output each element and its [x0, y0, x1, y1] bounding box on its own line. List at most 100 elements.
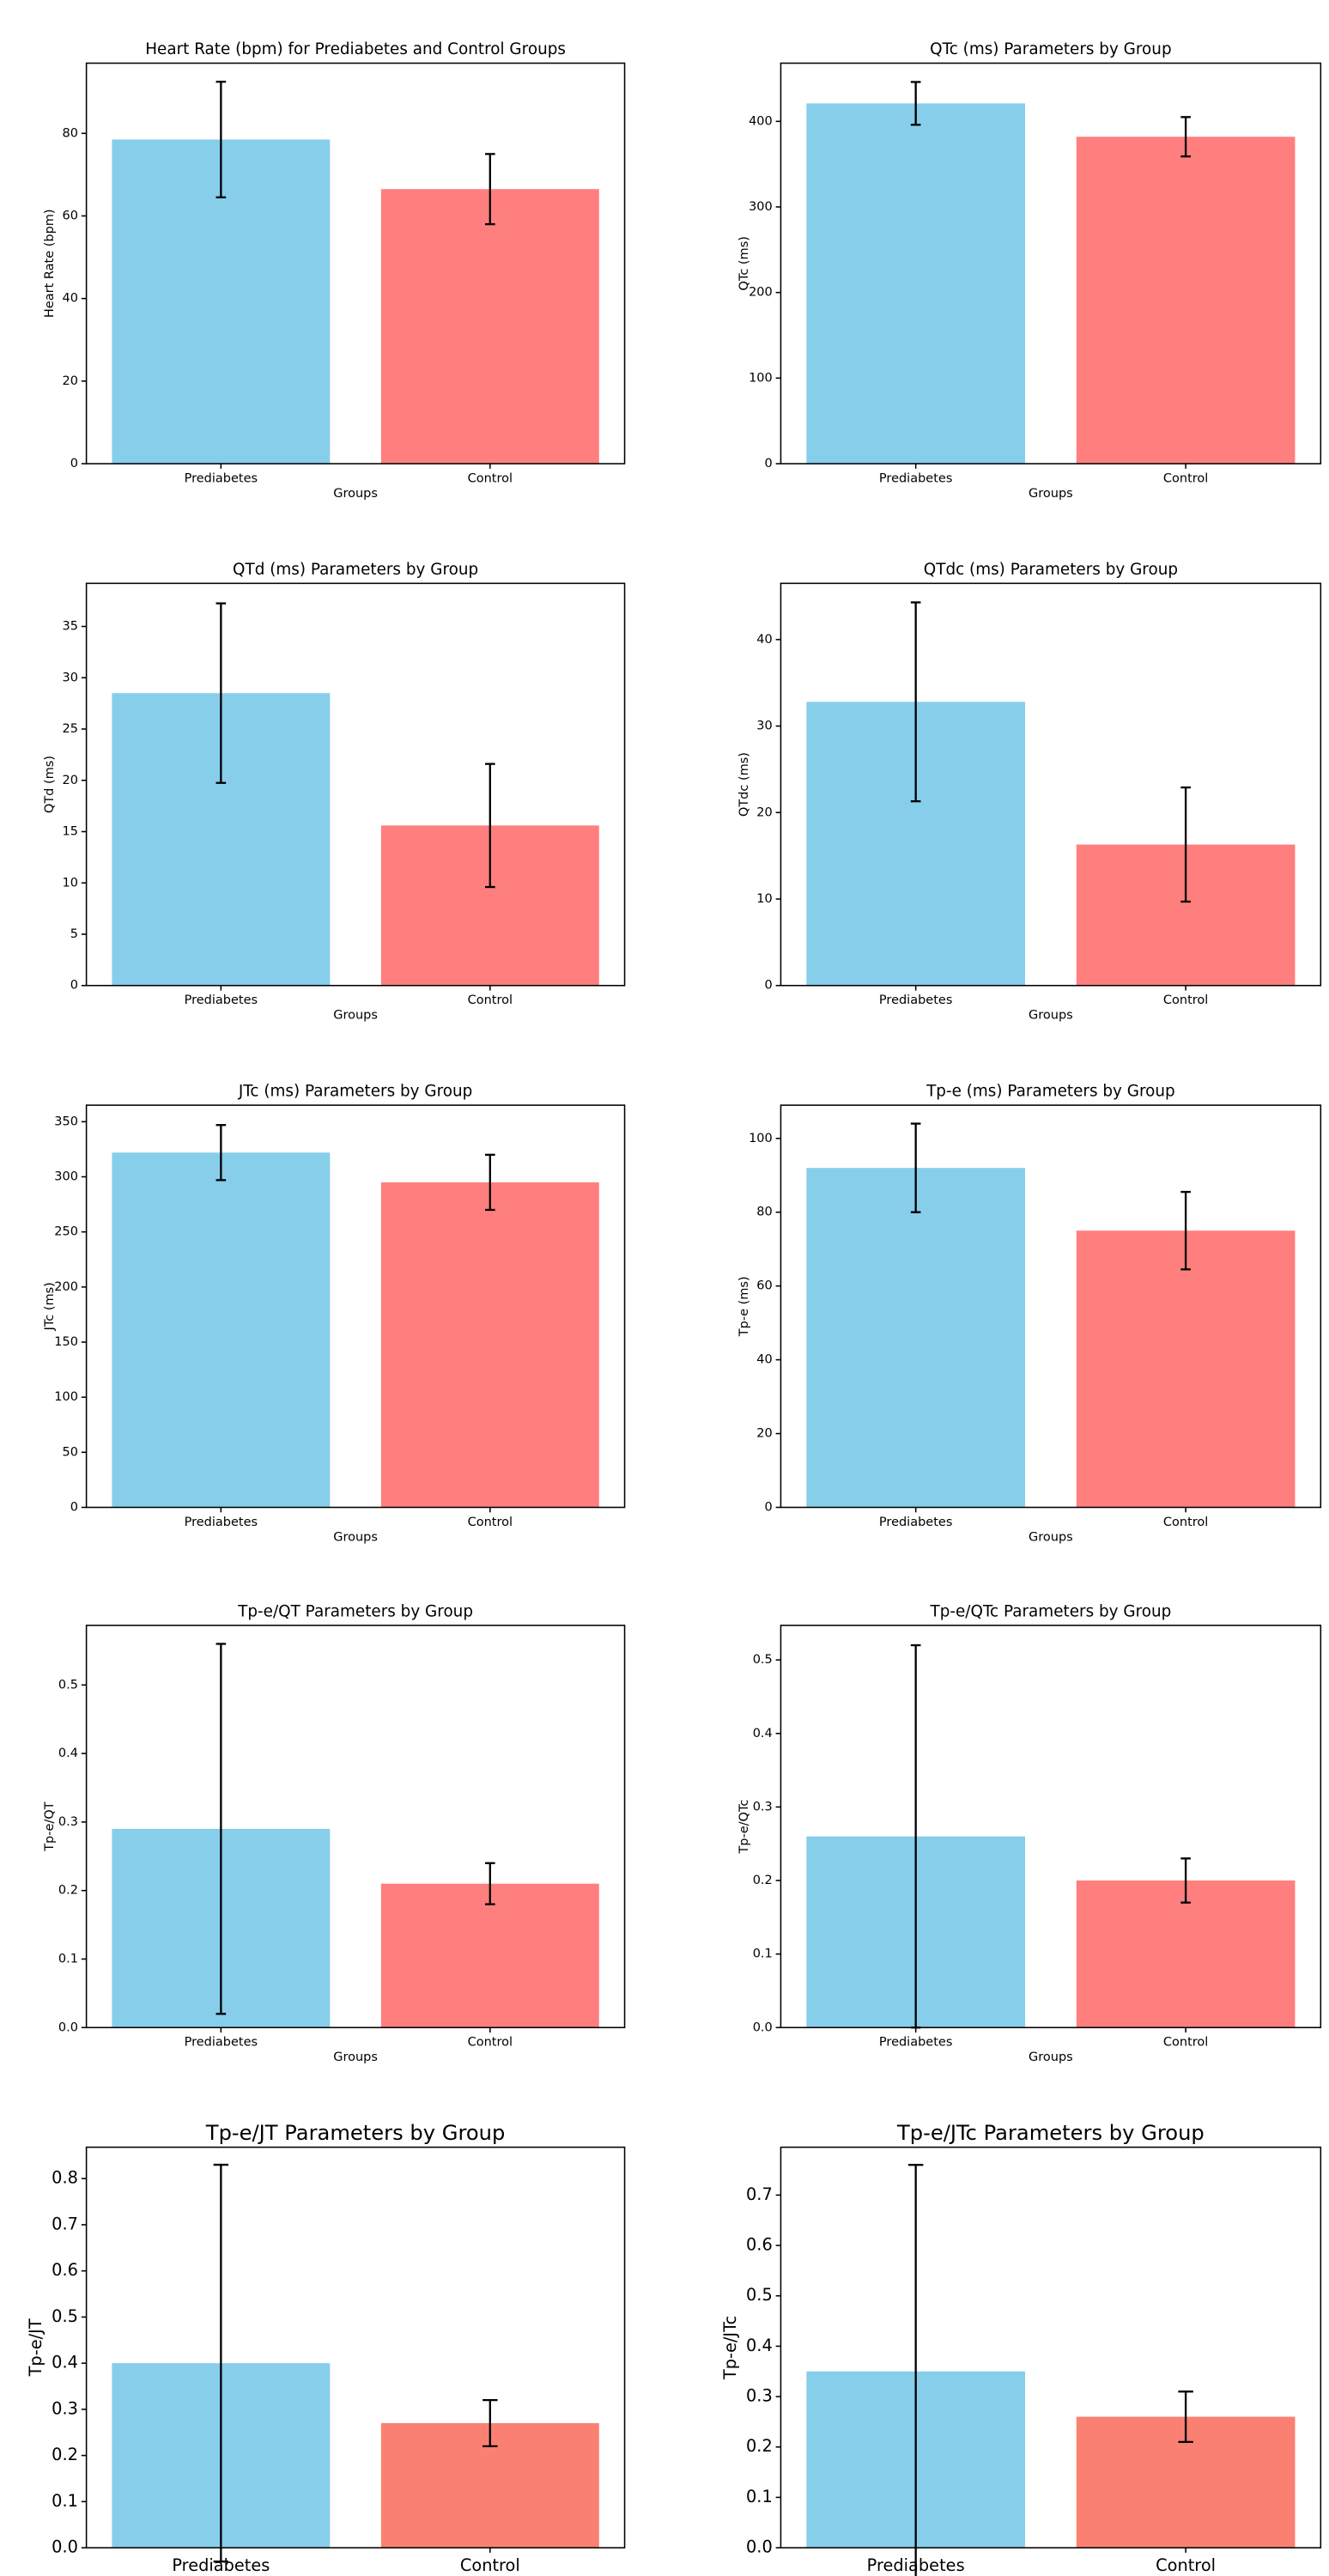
y-tick-label: 0.3 [58, 1815, 78, 1829]
y-tick-label: 60 [62, 209, 77, 222]
x-tick-label: Control [468, 993, 513, 1007]
y-tick-label: 0.6 [52, 2260, 78, 2280]
y-tick-label: 0 [70, 457, 78, 471]
y-tick-label: 35 [62, 620, 77, 634]
x-tick-label: Control [468, 2036, 513, 2050]
bar [806, 103, 1026, 464]
y-axis-label: JTc (ms) [43, 1282, 57, 1331]
y-tick-label: 0.1 [52, 2491, 78, 2511]
y-tick-label: 0.8 [52, 2168, 78, 2188]
x-tick-label: Prediabetes [867, 2555, 965, 2575]
axes-frame [85, 582, 626, 987]
y-tick-label: 0.2 [753, 1874, 773, 1887]
x-tick-label: Control [1156, 2555, 1216, 2575]
y-tick-label: 0.7 [52, 2214, 78, 2233]
axes-frame [85, 1625, 626, 2029]
chart-title: Heart Rate (bpm) for Prediabetes and Con… [145, 40, 566, 58]
y-tick-label: 200 [749, 286, 773, 300]
y-tick-label: 0.6 [746, 2235, 773, 2255]
axes-frame [780, 1104, 1322, 1509]
axes-frame [85, 2146, 626, 2549]
x-axis-label: Groups [333, 1009, 378, 1023]
bar [806, 1168, 1026, 1508]
y-tick-label: 30 [756, 720, 772, 733]
y-tick-label: 20 [756, 805, 772, 819]
x-tick-label: Prediabetes [879, 993, 952, 1007]
x-axis-label: Groups [1029, 1009, 1073, 1023]
y-tick-label: 20 [62, 774, 77, 787]
y-tick-label: 100 [749, 1132, 773, 1145]
y-tick-label: 80 [756, 1206, 772, 1219]
y-tick-label: 10 [62, 876, 77, 890]
y-tick-label: 0.2 [746, 2436, 773, 2456]
x-tick-label: Control [1163, 993, 1208, 1007]
x-axis-label: Groups [1029, 2050, 1073, 2064]
y-tick-label: 0.1 [746, 2487, 773, 2506]
chart-title: Tp-e/JT Parameters by Group [205, 2121, 506, 2145]
y-tick-label: 0.0 [58, 2020, 78, 2034]
axes-frame [780, 1625, 1322, 2029]
chart-title: Tp-e/QT Parameters by Group [237, 1602, 473, 1620]
y-tick-label: 0.1 [753, 1947, 773, 1961]
x-tick-label: Prediabetes [185, 2036, 258, 2050]
x-axis-label: Groups [333, 2050, 378, 2064]
y-axis-label: Tp-e/JTc [720, 2316, 740, 2380]
chart-title: JTc (ms) Parameters by Group [238, 1083, 472, 1101]
x-tick-label: Control [468, 1516, 513, 1529]
bar [380, 1883, 599, 2028]
y-tick-label: 5 [70, 927, 78, 941]
y-tick-label: 0.7 [746, 2184, 773, 2204]
y-tick-label: 0 [765, 457, 773, 471]
y-tick-label: 0.4 [753, 1727, 773, 1741]
chart-title: Tp-e/JTc Parameters by Group [896, 2121, 1205, 2145]
y-tick-label: 20 [62, 374, 77, 388]
y-tick-label: 10 [756, 892, 772, 906]
y-tick-label: 0.0 [753, 2020, 773, 2034]
x-tick-label: Control [1163, 1516, 1208, 1529]
y-tick-label: 100 [749, 371, 773, 385]
axes-frame [780, 2146, 1322, 2549]
y-tick-label: 0.2 [52, 2445, 78, 2464]
axes-frame [85, 1104, 626, 1509]
x-tick-label: Prediabetes [185, 1516, 258, 1529]
x-tick-label: Prediabetes [879, 2036, 952, 2050]
chart-title: QTc (ms) Parameters by Group [930, 40, 1171, 58]
y-tick-label: 0.5 [52, 2306, 78, 2326]
y-tick-label: 350 [54, 1115, 78, 1128]
y-tick-label: 400 [749, 114, 773, 128]
axes-frame [780, 582, 1322, 987]
y-tick-label: 0.3 [52, 2398, 78, 2418]
y-tick-label: 0.3 [746, 2386, 773, 2406]
y-tick-label: 20 [756, 1427, 772, 1441]
y-tick-label: 0.4 [58, 1747, 78, 1760]
bar [380, 189, 599, 464]
x-tick-label: Prediabetes [879, 1516, 952, 1529]
y-tick-label: 0.5 [753, 1653, 773, 1667]
y-tick-label: 30 [62, 671, 77, 684]
y-tick-label: 40 [756, 633, 772, 647]
y-axis-label: Tp-e/JT [26, 2318, 46, 2377]
bar [1076, 137, 1296, 464]
x-tick-label: Control [460, 2555, 520, 2575]
chart-title: QTd (ms) Parameters by Group [233, 561, 478, 579]
x-axis-label: Groups [1029, 1530, 1073, 1544]
y-tick-label: 0 [70, 979, 78, 993]
x-axis-label: Groups [333, 487, 378, 501]
y-tick-label: 300 [749, 200, 773, 214]
y-tick-label: 80 [62, 126, 77, 140]
y-tick-label: 300 [54, 1170, 78, 1184]
y-axis-label: QTd (ms) [43, 756, 57, 813]
axes-frame [85, 62, 626, 465]
y-tick-label: 200 [54, 1280, 78, 1294]
y-tick-label: 0.1 [58, 1952, 78, 1965]
axes-frame [780, 62, 1322, 465]
y-tick-label: 100 [54, 1390, 78, 1404]
y-tick-label: 60 [756, 1279, 772, 1293]
chart-title: QTdc (ms) Parameters by Group [924, 561, 1178, 579]
y-axis-label: QTc (ms) [737, 236, 751, 290]
y-axis-label: Tp-e/QT [43, 1801, 57, 1852]
x-axis-label: Groups [1029, 487, 1073, 501]
bar [1076, 1880, 1296, 2028]
